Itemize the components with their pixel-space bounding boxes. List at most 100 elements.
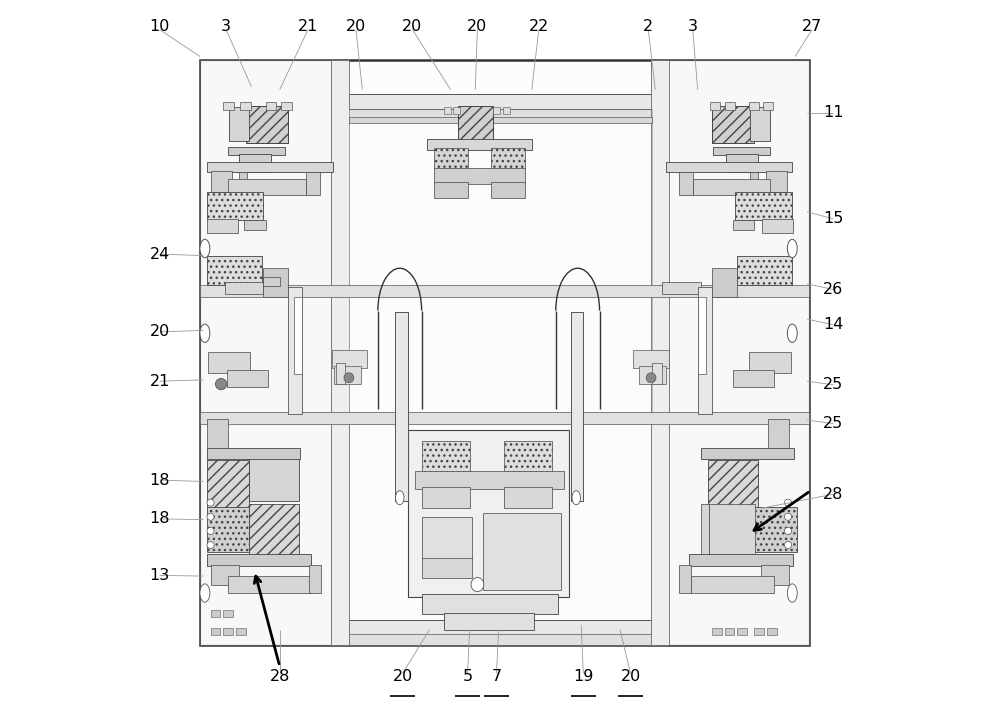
Bar	[766, 171, 787, 192]
Ellipse shape	[396, 491, 404, 505]
Text: 22: 22	[529, 19, 549, 35]
Bar	[207, 256, 262, 285]
Bar	[749, 352, 791, 373]
Bar	[422, 558, 472, 578]
Bar	[239, 154, 271, 172]
Text: 18: 18	[149, 511, 170, 527]
Bar	[422, 487, 470, 508]
Bar	[712, 628, 722, 635]
Bar	[332, 350, 367, 368]
Text: 27: 27	[802, 19, 822, 35]
Text: 14: 14	[823, 317, 843, 333]
Bar	[768, 419, 789, 448]
Bar	[244, 220, 266, 230]
Bar	[701, 448, 794, 459]
Text: 20: 20	[346, 19, 366, 35]
Bar	[679, 172, 693, 195]
Ellipse shape	[787, 324, 797, 342]
Bar	[693, 179, 770, 195]
Bar	[762, 219, 793, 233]
Bar	[422, 517, 472, 559]
Bar	[408, 430, 569, 597]
Bar	[504, 487, 552, 508]
Text: 11: 11	[823, 105, 843, 121]
Bar	[208, 352, 250, 373]
Circle shape	[215, 378, 227, 390]
Text: 13: 13	[150, 568, 170, 583]
Circle shape	[207, 542, 214, 549]
Text: 15: 15	[823, 211, 843, 227]
Bar	[223, 102, 234, 110]
Bar	[662, 282, 701, 294]
Bar	[493, 107, 500, 114]
Text: 20: 20	[150, 324, 170, 340]
Circle shape	[207, 527, 214, 534]
Text: 5: 5	[462, 669, 473, 684]
Bar	[422, 594, 558, 614]
Bar	[211, 171, 232, 192]
Text: 2: 2	[643, 19, 653, 35]
Bar	[761, 565, 789, 585]
Bar	[763, 102, 773, 110]
Bar	[200, 620, 809, 635]
Bar	[491, 182, 525, 198]
Ellipse shape	[471, 578, 484, 592]
Bar	[249, 504, 299, 555]
Text: 20: 20	[620, 669, 641, 684]
Bar	[207, 162, 333, 172]
Bar	[223, 628, 233, 635]
Bar	[246, 106, 288, 143]
Bar	[754, 507, 797, 552]
Bar	[701, 504, 709, 555]
Text: 18: 18	[149, 472, 170, 488]
Bar	[708, 460, 758, 508]
Text: 28: 28	[270, 669, 290, 684]
Bar	[444, 613, 534, 630]
Circle shape	[785, 542, 792, 549]
Bar	[503, 107, 510, 114]
Bar	[236, 628, 246, 635]
Text: 3: 3	[221, 19, 231, 35]
Bar	[754, 628, 764, 635]
Bar	[211, 565, 239, 585]
Bar	[667, 60, 809, 645]
Bar	[294, 297, 302, 374]
Bar	[491, 148, 525, 169]
Bar	[504, 441, 552, 474]
Circle shape	[646, 373, 656, 383]
Circle shape	[344, 373, 354, 383]
Bar	[228, 576, 311, 593]
Bar	[200, 285, 809, 297]
Bar	[691, 576, 774, 593]
Bar	[725, 628, 734, 635]
Bar	[733, 370, 774, 387]
Bar	[200, 94, 809, 109]
Bar	[207, 554, 311, 566]
Text: 10: 10	[150, 19, 170, 35]
Bar	[239, 171, 247, 182]
Text: 20: 20	[402, 19, 423, 35]
Bar	[453, 107, 460, 114]
Bar	[240, 102, 251, 110]
Bar	[427, 139, 532, 150]
Bar	[207, 419, 228, 448]
Ellipse shape	[572, 491, 580, 505]
Bar	[249, 457, 299, 501]
Ellipse shape	[787, 584, 797, 602]
Bar	[200, 109, 809, 120]
Bar	[651, 60, 669, 645]
Bar	[735, 192, 792, 220]
Bar	[306, 172, 320, 195]
Bar	[263, 268, 288, 297]
Bar	[633, 350, 669, 368]
Circle shape	[785, 527, 792, 534]
Bar	[767, 628, 777, 635]
Bar	[281, 102, 292, 110]
Bar	[331, 60, 349, 645]
Bar	[207, 507, 249, 552]
Bar	[349, 117, 652, 123]
Bar	[207, 448, 300, 459]
Bar	[223, 610, 233, 617]
Circle shape	[207, 499, 214, 506]
Ellipse shape	[787, 239, 797, 258]
